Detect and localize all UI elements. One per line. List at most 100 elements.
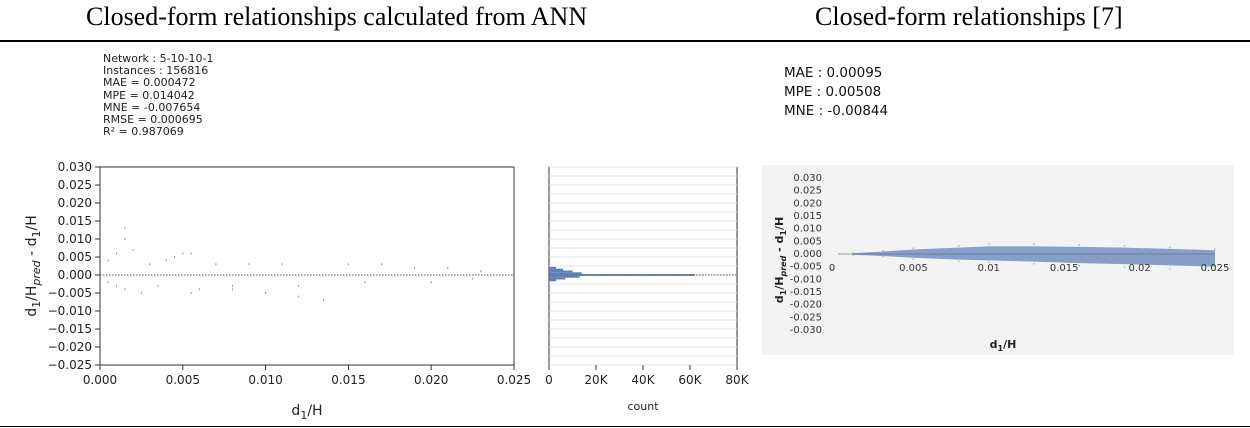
reference-y-tick-label: 0.025	[793, 186, 822, 197]
ann-scatter-point	[107, 259, 109, 262]
ann-scatter-point	[165, 259, 167, 262]
ann-scatter-point	[182, 252, 184, 255]
reference-scatter-point	[957, 260, 960, 263]
stat-network: Network : 5-10-10-1	[103, 52, 214, 65]
reference-scatter-point	[988, 261, 990, 264]
reference-scatter-band	[838, 243, 1216, 272]
ann-scatter-point	[124, 288, 126, 291]
reference-scatter-point	[1123, 266, 1126, 268]
ann-scatter-ylabel: d1/Hpred - d1/H	[24, 215, 43, 317]
reference-scatter-point	[912, 258, 915, 260]
reference-y-tick-label: -0.020	[790, 300, 822, 311]
stat-mpe: MPE = 0.014042	[103, 88, 195, 102]
ann-scatter-point	[140, 292, 142, 294]
stat-mae: MAE = 0.000472	[103, 76, 196, 90]
reference-y-tick-label: 0.000	[793, 249, 822, 260]
reference-scatter-point	[912, 247, 915, 249]
ann-scatter-point	[198, 288, 200, 291]
histogram-ticks: 0 20K 40K 60K 80K	[545, 365, 750, 387]
stat-instances: Instances : 156816	[103, 64, 209, 78]
ann-scatter-point	[381, 263, 383, 266]
reference-scatter-point	[1033, 263, 1035, 265]
left-panel-title: Closed-form relationships calculated fro…	[86, 2, 588, 31]
ann-scatter-point	[190, 292, 192, 294]
ann-scatter-point	[132, 248, 134, 251]
reference-y-tick-label: -0.010	[790, 274, 822, 285]
reference-scatter-point	[882, 255, 885, 258]
ann-y-tick-label: 0.015	[58, 214, 92, 228]
reference-x-tick-label: 0.025	[1201, 263, 1230, 274]
reference-scatter-point	[957, 244, 960, 247]
reference-x-tick-label: 0.005	[899, 263, 928, 274]
histogram-bars	[549, 266, 737, 282]
reference-y-tick-label: -0.025	[790, 312, 822, 323]
ann-y-tick-label: 0.005	[58, 250, 92, 264]
ann-scatter-point	[116, 284, 118, 287]
ann-y-tick-label: −0.005	[48, 286, 92, 300]
histogram-grid	[549, 166, 737, 366]
ann-scatter-points	[100, 227, 514, 302]
ann-x-tick-label: 0.015	[331, 373, 365, 387]
ann-scatter-point	[265, 292, 267, 294]
ann-scatter-point	[174, 256, 176, 258]
reference-xlabel: d1/H	[990, 338, 1017, 353]
ann-scatter-point	[480, 270, 482, 273]
ann-scatter-point	[124, 238, 126, 240]
histogram-bar	[549, 268, 564, 271]
histogram-x-tick-label: 40K	[631, 373, 655, 387]
reference-scatter-point	[852, 254, 854, 256]
histogram-bar	[549, 272, 582, 275]
reference-scatter-point	[1078, 243, 1081, 246]
ann-scatter-point	[190, 252, 192, 255]
top-rule	[0, 40, 1250, 42]
ann-scatter-point	[298, 284, 300, 287]
ann-y-tick-label: −0.020	[48, 340, 92, 354]
ann-scatter-point	[149, 263, 151, 266]
left-stats-box: Network : 5-10-10-1 Instances : 156816 M…	[103, 52, 214, 139]
histogram-x-tick-label: 0	[545, 373, 553, 387]
right-panel-title: Closed-form relationships [7]	[815, 2, 1123, 31]
ann-y-tick-label: 0.030	[58, 160, 92, 174]
reference-y-tick-label: -0.015	[790, 287, 822, 298]
reference-scatter-point	[1123, 244, 1126, 247]
ann-y-tick-label: 0.000	[58, 268, 92, 282]
histogram-xlabel: count	[627, 400, 659, 413]
reference-y-tick-label: 0.010	[793, 224, 822, 235]
reference-y-tick-label: -0.030	[790, 325, 822, 336]
ann-scatter-point	[472, 277, 474, 280]
ref-stat-mae: MAE : 0.00095	[784, 65, 883, 81]
ann-scatter-point	[364, 281, 366, 284]
reference-ylabel: d1/Hpred - d1/H	[773, 217, 788, 303]
ann-scatter-point	[281, 263, 283, 266]
ann-scatter-point	[347, 263, 349, 266]
reference-y-tick-label: 0.030	[793, 173, 822, 184]
histogram-bar	[549, 270, 573, 273]
reference-scatter-point	[882, 249, 885, 252]
stat-r2: R² = 0.987069	[103, 125, 184, 139]
ann-scatter-xlabel: d1/H	[291, 403, 322, 422]
ann-scatter-point	[231, 288, 233, 291]
histogram-bar	[549, 266, 557, 269]
ann-x-tick-label: 0.000	[83, 373, 117, 387]
ann-scatter-point	[248, 263, 250, 266]
reference-y-tick-label: 0.020	[793, 198, 822, 209]
ann-y-tick-label: 0.010	[58, 232, 92, 246]
ann-scatter-point	[124, 227, 126, 230]
ann-scatter-point	[447, 266, 449, 269]
reference-scatter-point	[852, 252, 854, 254]
ann-scatter-point	[323, 299, 325, 302]
ann-x-tick-label: 0.025	[497, 373, 531, 387]
ann-scatter-point	[116, 252, 118, 255]
reference-scatter-point	[1078, 265, 1081, 267]
ann-y-tick-label: 0.020	[58, 196, 92, 210]
ann-scatter-ticks: 0.000 0.005 0.010 0.015 0.020 0.025 0.030 0.025…	[48, 160, 532, 387]
reference-y-tick-label: 0.005	[793, 236, 822, 247]
histogram-bar	[549, 275, 580, 278]
ann-scatter-point	[157, 284, 159, 287]
ann-scatter-point	[231, 284, 233, 287]
histogram-x-tick-label: 60K	[678, 373, 702, 387]
ann-y-tick-label: −0.025	[48, 358, 92, 372]
histogram-bar	[549, 277, 566, 280]
